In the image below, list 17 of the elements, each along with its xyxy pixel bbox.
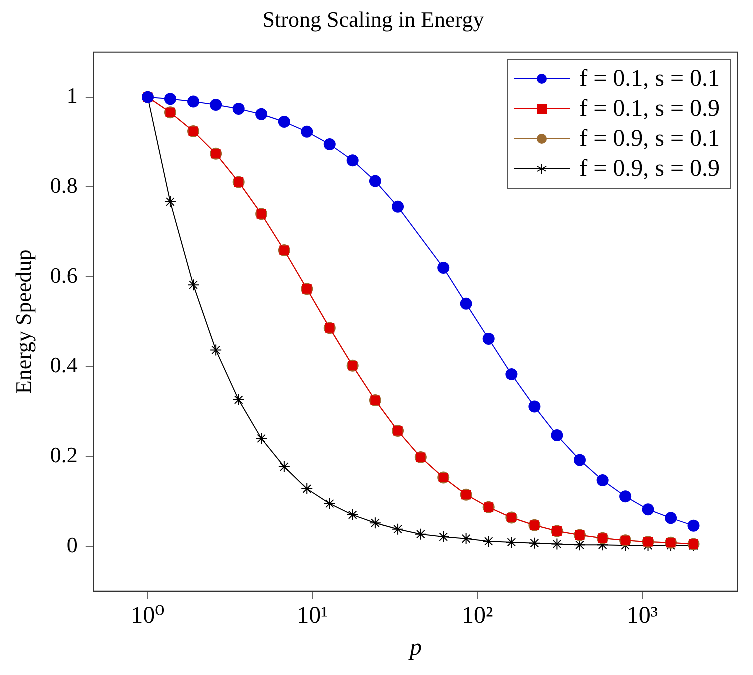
legend-label: f = 0.1, s = 0.1 [580, 65, 720, 94]
x-axis-title: p [408, 634, 422, 661]
y-tick-label: 1 [66, 83, 78, 108]
chart-title: Strong Scaling in Energy [262, 6, 484, 32]
y-tick-label: 0.4 [50, 352, 78, 378]
legend-label: f = 0.9, s = 0.9 [580, 155, 720, 184]
legend-label: f = 0.1, s = 0.9 [580, 95, 720, 124]
y-tick-label: 0.2 [50, 442, 78, 468]
x-tick-label: 10⁰ [131, 603, 165, 630]
y-tick-label: 0.6 [50, 262, 78, 288]
legend-label: f = 0.9, s = 0.1 [580, 125, 720, 154]
y-tick-label: 0 [66, 532, 78, 558]
y-axis-title: Energy Speedup [10, 250, 36, 394]
x-tick-label: 10² [462, 603, 494, 630]
y-tick-label: 0.8 [50, 172, 78, 198]
x-tick-label: 10³ [626, 603, 658, 630]
x-tick-label: 10¹ [297, 603, 328, 630]
